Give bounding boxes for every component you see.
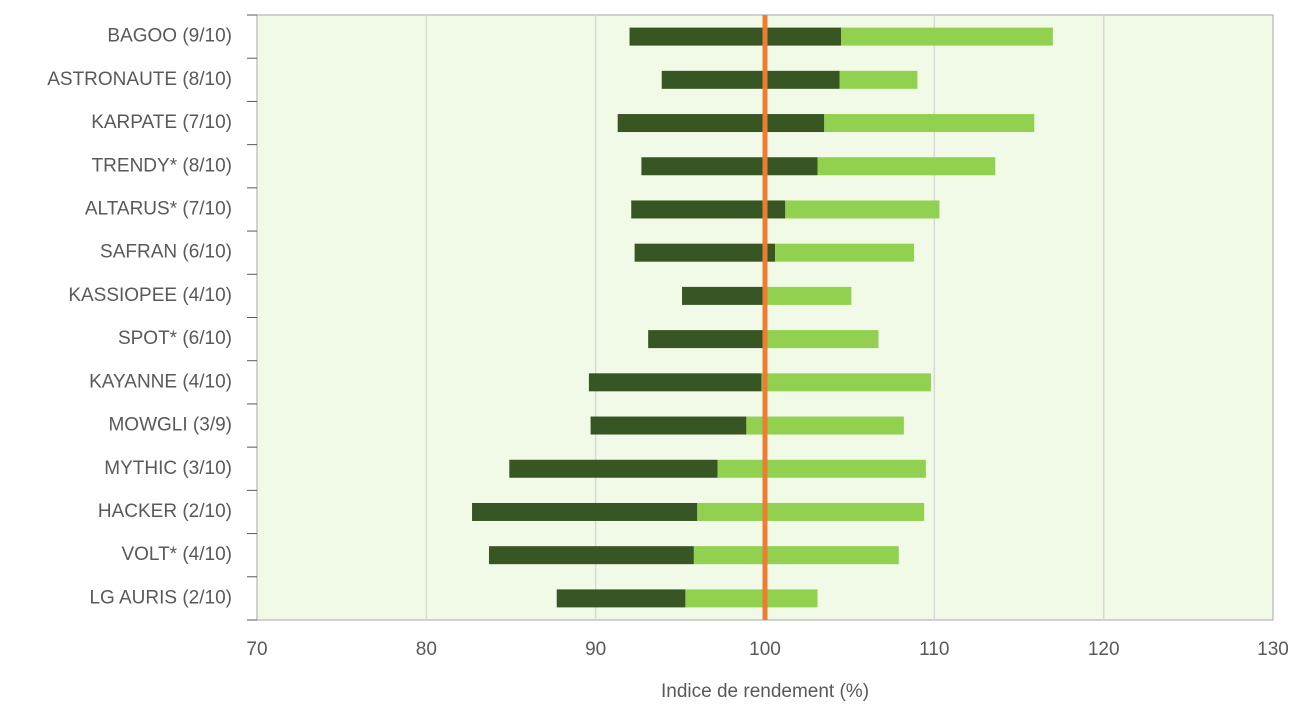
- bar-high: [817, 157, 996, 176]
- y-tick-label: BAGOO (9/10): [107, 26, 232, 47]
- bar-high: [839, 70, 918, 89]
- bar-low: [588, 373, 762, 392]
- bar-low: [556, 589, 686, 608]
- bar-high: [841, 27, 1053, 46]
- bar-low: [590, 416, 747, 435]
- y-tick-label: KARPATE (7/10): [91, 112, 232, 133]
- bar-high: [697, 502, 925, 521]
- x-tick-label: 120: [1088, 639, 1120, 660]
- y-tick-label: SAFRAN (6/10): [100, 242, 232, 263]
- x-tick-label: 80: [416, 639, 437, 660]
- bar-low: [648, 330, 764, 349]
- bar-high: [785, 200, 940, 219]
- bar-high: [763, 330, 879, 349]
- y-tick-label: ALTARUS* (7/10): [85, 198, 232, 219]
- y-tick-label: MYTHIC (3/10): [104, 458, 232, 479]
- bar-high: [693, 546, 899, 565]
- x-tick-label: 110: [919, 639, 949, 660]
- x-tick-label: 70: [246, 639, 267, 660]
- bar-low: [472, 502, 698, 521]
- bar-low: [641, 157, 818, 176]
- y-tick-label: LG AURIS (2/10): [89, 587, 232, 608]
- bar-low: [634, 243, 776, 262]
- y-tick-label: TRENDY* (8/10): [92, 155, 232, 176]
- bar-low: [629, 27, 842, 46]
- bar-low: [661, 70, 840, 89]
- y-tick-label: KAYANNE (4/10): [89, 371, 232, 392]
- x-axis-title: Indice de rendement (%): [661, 681, 869, 702]
- bar-low: [509, 459, 718, 478]
- bar-low: [631, 200, 786, 219]
- x-tick-label: 90: [585, 639, 606, 660]
- x-tick-label: 130: [1257, 639, 1289, 660]
- bar-low: [682, 286, 764, 305]
- y-tick-label: ASTRONAUTE (8/10): [47, 69, 232, 90]
- y-tick-label: KASSIOPEE (4/10): [68, 285, 232, 306]
- bar-high: [746, 416, 904, 435]
- bar-low: [488, 546, 694, 565]
- bar-high: [761, 373, 931, 392]
- bar-high: [824, 114, 1035, 133]
- y-tick-label: HACKER (2/10): [98, 501, 232, 522]
- bar-high: [763, 286, 852, 305]
- y-tick-label: MOWGLI (3/9): [108, 415, 232, 436]
- x-tick-label: 100: [749, 639, 781, 660]
- y-tick-label: VOLT* (4/10): [121, 544, 232, 565]
- bar-low: [617, 114, 825, 133]
- bar-high: [775, 243, 915, 262]
- bar-high: [685, 589, 818, 608]
- y-tick-label: SPOT* (6/10): [118, 328, 232, 349]
- bar-high: [717, 459, 926, 478]
